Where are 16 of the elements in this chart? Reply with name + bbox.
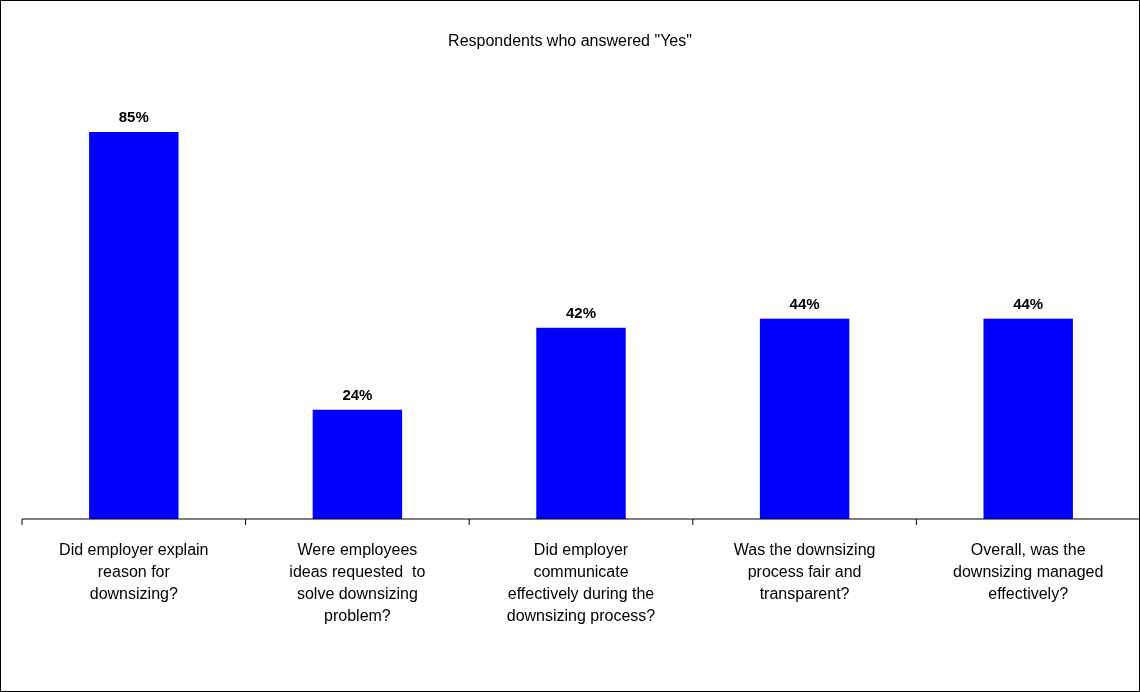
x-tick-label: Did employer communicate effectively during the downsizing process? [506,541,656,624]
x-tick-label: Was the downsizing process fair and transparent? [733,541,876,602]
chart-title: Respondents who answered "Yes" [448,32,692,49]
data-label: 85% [118,108,149,125]
bar [983,318,1073,519]
bar [536,327,626,519]
data-label: 44% [1013,294,1044,312]
data-label: 44% [789,294,820,312]
bar [89,132,179,519]
x-tick-label: Did employer explain reason for downsizing? [59,541,209,602]
data-label: 24% [342,385,373,403]
bar [759,318,850,519]
x-tick-label: Overall, was the downsizing managed effectively? [953,541,1104,602]
x-tick-label: Were employees ideas requested to solve downsizing problem? [289,541,426,624]
data-label: 42% [565,303,597,321]
bar [312,409,403,519]
